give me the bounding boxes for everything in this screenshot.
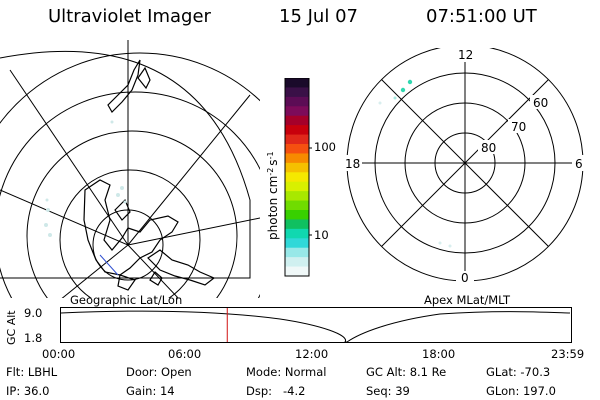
map-boundary [0,50,251,279]
altitude-timeline [60,307,572,343]
meridian [127,244,179,298]
status-glat: GLat: -70.3 [486,365,551,379]
colorbar-band [285,219,309,230]
lat-circle [26,130,238,298]
svg-text:photon cm-2s-1: photon cm-2s-1 [266,151,280,240]
status-dsp: Dsp: -4.2 [246,384,306,398]
colorbar-band [285,257,309,268]
timeline-ytick-high: 9.0 [24,306,43,320]
status-door: Door: Open [126,365,192,379]
mlt-line [381,79,549,247]
meridian [9,69,129,246]
mlat-label-70: 70 [511,120,526,134]
timeline-ylabel: GC Alt [5,310,18,345]
colorbar-band [285,144,309,154]
date-label: 15 Jul 07 [279,6,358,27]
coastline [107,59,141,113]
colorbar-band [285,266,309,277]
colorbar-tick-100: 100 [314,140,336,154]
colorbar-band [285,238,309,249]
colorbar-axis-label: photon cm-2s-1 [266,151,280,240]
colorbar-tick-10: 10 [314,228,329,242]
mlat-label-60: 60 [533,96,548,110]
colorbar-band [285,181,309,192]
timeline-xtick-0: 00:00 [42,347,76,361]
status-filter: Flt: LBHL [6,365,58,379]
colorbar-band [285,172,309,183]
mlt-label-18: 18 [345,157,360,171]
status-glon: GLon: 197.0 [486,384,556,398]
coastline [147,249,216,286]
status-mode: Mode: Normal [246,365,327,379]
geographic-map [0,40,260,298]
colorbar-band [285,134,309,145]
timeline-xtick-2: 12:00 [295,347,329,361]
colorbar-band [285,115,309,126]
colorbar-band [285,162,309,173]
timeline-xtick-4: 23:59 [551,347,585,361]
mlt-label-0: 0 [461,271,469,285]
coastline [114,198,131,221]
meridian [0,189,129,246]
altitude-curve [60,310,571,343]
status-seq: Seq: 39 [366,384,410,398]
colorbar-band [285,191,309,202]
meridian [61,244,129,298]
status-ip: IP: 36.0 [6,384,50,398]
coastline [137,66,151,90]
colorbar [284,78,312,277]
status-gain: Gain: 14 [126,384,175,398]
colorbar-band [285,200,309,211]
timeline-ytick-low: 1.8 [24,331,43,345]
colorbar-band [285,87,309,98]
lat-circle [59,169,201,298]
colorbar-band [285,96,309,107]
colorbar-band [285,125,309,136]
polar-plot: 12 0 18 6 60 70 80 [340,48,588,285]
meridian [127,217,260,246]
mlt-label-6: 6 [575,157,583,171]
instrument-title: Ultraviolet Imager [48,6,211,27]
meridian [127,94,251,246]
coastline [83,179,179,276]
mlt-label-12: 12 [458,48,473,62]
lat-circle [0,52,260,124]
colorbar-band [285,78,309,88]
colorbar-band [285,228,309,239]
coastline [149,271,163,286]
colorbar-band [285,153,309,164]
coastline [117,274,136,291]
colorbar-band [285,247,309,258]
right-panel-label: Apex MLat/MLT [424,293,511,307]
lat-circle [0,91,260,298]
status-gc-alt: GC Alt: 8.1 Re [366,365,447,379]
timeline-xtick-3: 18:00 [422,347,456,361]
colorbar-band [285,106,309,117]
mlat-label-80: 80 [481,141,496,155]
time-label: 07:51:00 UT [426,6,537,27]
blue-segment [99,254,119,276]
timeline-xtick-1: 06:00 [168,347,202,361]
colorbar-band [285,210,309,220]
left-panel-label: Geographic Lat/Lon [70,293,183,307]
svg-text:GC Alt: GC Alt [5,310,18,345]
